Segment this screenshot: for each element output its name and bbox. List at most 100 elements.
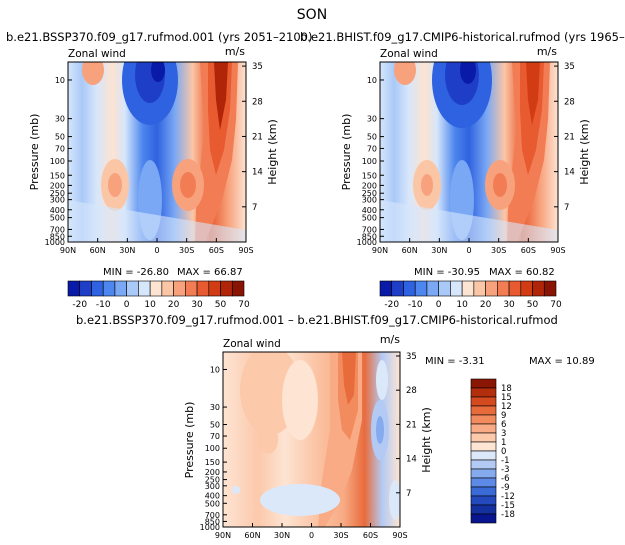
panel-1-subtitle-right: m/s	[225, 45, 245, 58]
colorbar-label: -10	[408, 300, 423, 310]
y-tick-label: 150	[205, 458, 220, 467]
y-right-tick-label: 7	[406, 489, 411, 499]
panel-1-title: b.e21.BSSP370.f09_g17.rufmod.001 (yrs 20…	[6, 30, 312, 44]
y-tick-label: 70	[55, 144, 65, 153]
colorbar-swatch	[543, 280, 557, 297]
y-tick-label: 30	[55, 115, 65, 124]
colorbar-swatch	[470, 378, 497, 389]
colorbar-label: 30	[191, 300, 203, 310]
colorbar-swatch	[196, 280, 210, 297]
colorbar-swatch	[473, 280, 486, 297]
colorbar-swatch	[532, 280, 545, 297]
panel-1-ylabel-right: Height (km)	[266, 119, 279, 185]
colorbar-swatch	[470, 423, 497, 434]
x-tick-label: 60N	[402, 246, 418, 255]
panel-2-title: b.e21.BHIST.f09_g17.CMIP6-historical.ruf…	[300, 30, 625, 44]
colorbar-swatch	[470, 450, 497, 461]
y-right-tick-label: 35	[252, 62, 263, 72]
colorbar-swatch	[461, 280, 475, 297]
colorbar-swatch	[470, 477, 497, 488]
colorbar-swatch	[470, 495, 497, 506]
panel-2-subtitle-right: m/s	[537, 45, 557, 58]
x-tick-label: 30S	[491, 246, 506, 255]
colorbar-swatch	[470, 504, 497, 515]
y-right-tick-label: 35	[564, 62, 575, 72]
panel-1-field	[68, 62, 246, 242]
panel-3-title: b.e21.BSSP370.f09_g17.rufmod.001 – b.e21…	[76, 313, 558, 327]
y-tick-label: 150	[50, 171, 65, 180]
y-tick-label: 200	[50, 181, 65, 190]
colorbar-swatch	[470, 432, 497, 443]
colorbar-label: 9	[501, 411, 506, 421]
colorbar-swatch	[470, 468, 497, 479]
y-tick-label: 850	[362, 232, 377, 241]
colorbar-swatch	[403, 280, 416, 297]
panel-3-field	[223, 352, 400, 527]
y-tick-label: 700	[362, 225, 377, 234]
y-tick-label: 50	[210, 421, 220, 430]
y-tick-label: 1000	[357, 238, 377, 247]
panel-1-subtitle-left: Zonal wind	[68, 48, 126, 60]
colorbar-swatch	[508, 280, 522, 297]
panel-2-ylabel: Pressure (mb)	[340, 114, 353, 191]
colorbar-label: 0	[124, 300, 130, 310]
y-tick-label: 850	[205, 517, 220, 526]
y-tick-label: 300	[205, 482, 220, 491]
colorbar-swatch	[185, 280, 198, 297]
colorbar-label: 10	[144, 300, 156, 310]
colorbar-swatch	[470, 405, 497, 416]
y-right-tick-label: 7	[252, 203, 257, 213]
y-tick-label: 1000	[45, 238, 65, 247]
y-tick-label: 30	[210, 403, 220, 412]
colorbar-swatch	[438, 280, 451, 297]
x-tick-label: 60S	[209, 246, 224, 255]
y-tick-label: 400	[205, 492, 220, 501]
panel-3-min-label: MIN = -3.31	[425, 356, 485, 367]
colorbar-label: 30	[503, 300, 515, 310]
colorbar-swatch	[450, 280, 463, 297]
colorbar-label: -20	[384, 300, 399, 310]
panel-3-max-label: MAX = 10.89	[529, 356, 595, 367]
y-tick-label: 50	[367, 133, 377, 142]
colorbar-swatch	[470, 513, 497, 524]
y-tick-label: 850	[50, 232, 65, 241]
colorbar-swatch	[173, 280, 186, 297]
x-tick-label: 90S	[392, 531, 407, 540]
colorbar-swatch	[497, 280, 510, 297]
colorbar-swatch	[470, 441, 497, 452]
panel-1-max-label: MAX = 66.87	[177, 267, 243, 278]
panel-3: b.e21.BSSP370.f09_g17.rufmod.001 – b.e21…	[76, 313, 595, 540]
colorbar-label: -9	[501, 483, 509, 493]
colorbar-label: 15	[501, 393, 512, 403]
colorbar-label: 3	[501, 429, 506, 439]
colorbar-swatch	[208, 280, 221, 297]
page-title: SON	[297, 7, 327, 23]
colorbar-swatch	[470, 387, 497, 398]
colorbar-swatch	[231, 280, 245, 297]
colorbar-swatch	[379, 280, 393, 297]
panel-3-subtitle-left: Zonal wind	[223, 338, 281, 350]
y-right-tick-label: 28	[564, 97, 575, 107]
colorbar-swatch	[161, 280, 174, 297]
x-tick-label: 30N	[431, 246, 447, 255]
colorbar-swatch	[470, 486, 497, 497]
colorbar-label: -6	[501, 474, 509, 484]
panel-1: b.e21.BSSP370.f09_g17.rufmod.001 (yrs 20…	[6, 30, 312, 310]
colorbar-label: 70	[550, 300, 562, 310]
y-right-tick-label: 28	[252, 97, 263, 107]
x-tick-label: 90S	[550, 246, 565, 255]
y-tick-label: 30	[367, 115, 377, 124]
y-tick-label: 10	[210, 365, 220, 374]
colorbar-swatch	[126, 280, 139, 297]
y-right-tick-label: 21	[406, 420, 417, 430]
colorbar-swatch	[414, 280, 428, 297]
y-right-tick-label: 14	[252, 168, 263, 178]
x-tick-label: 90N	[215, 531, 231, 540]
y-tick-label: 200	[205, 468, 220, 477]
y-right-tick-label: 7	[564, 203, 569, 213]
colorbar-label: 1	[501, 438, 506, 448]
colorbar-label: 0	[501, 447, 506, 457]
y-tick-label: 250	[362, 189, 377, 198]
